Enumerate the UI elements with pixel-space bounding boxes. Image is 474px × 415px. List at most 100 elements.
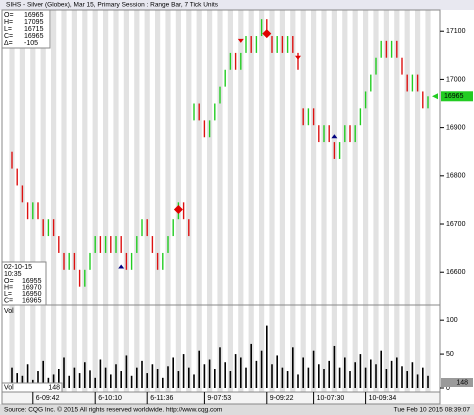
volume-bar: [84, 362, 86, 388]
stripe: [155, 10, 161, 305]
stripe: [404, 10, 410, 305]
info-value: 16950: [22, 291, 42, 298]
volume-bar: [234, 354, 237, 388]
stripe: [30, 305, 36, 392]
volume-bar: [73, 367, 76, 388]
stripe: [394, 10, 400, 305]
marker: [295, 55, 301, 60]
volume-bar: [427, 375, 429, 388]
info-value: 16965: [22, 297, 42, 304]
v-tick-label: 100: [446, 317, 458, 324]
volume-bar: [411, 362, 414, 388]
stripe: [71, 305, 77, 392]
volume-bar: [286, 371, 289, 388]
volume-bar: [78, 373, 81, 388]
stripe: [134, 10, 140, 305]
stripe: [207, 305, 213, 392]
volume-bar: [302, 357, 304, 388]
volume-bar: [245, 367, 247, 388]
last-price-box: [441, 91, 473, 102]
stripe: [9, 305, 15, 392]
volume-bar: [297, 374, 299, 388]
volume-bar: [182, 354, 185, 388]
stripe: [290, 10, 296, 305]
volume-bar: [37, 371, 39, 388]
stripe: [82, 305, 88, 392]
volume-bar: [255, 360, 258, 388]
volume-bar: [401, 366, 403, 388]
source: Source: CQG Inc. © 2015 All rights reser…: [4, 406, 222, 414]
volume-bar: [16, 373, 18, 388]
stripe: [238, 10, 244, 305]
volume-current: 148: [456, 379, 468, 386]
volume-bar: [63, 357, 65, 388]
volume-bar: [390, 360, 393, 388]
info-label: O=: [4, 12, 14, 19]
stripe: [123, 305, 129, 392]
stripe: [30, 10, 36, 305]
stripe: [342, 305, 348, 392]
volume-bar: [151, 364, 154, 388]
stripe: [383, 305, 389, 392]
stripe: [321, 305, 327, 392]
y-tick-label: 16900: [446, 124, 466, 131]
volume-bar: [380, 350, 382, 388]
stripe: [415, 305, 421, 392]
time-axis: [1, 391, 441, 405]
volume-bar: [177, 371, 180, 388]
volume-bar: [156, 369, 159, 388]
info-value: -105: [24, 40, 38, 47]
stripe: [238, 305, 244, 392]
stripe: [51, 10, 57, 305]
stripe: [342, 10, 348, 305]
volume-bar: [422, 367, 424, 388]
chart-title: SIHS - Silver (Globex), Mar 15, Primary …: [6, 2, 219, 9]
stripe: [300, 305, 306, 392]
stripe: [103, 10, 109, 305]
stripe: [321, 10, 327, 305]
volume-bar: [110, 374, 112, 388]
volume-current-box: [441, 378, 473, 387]
volume-bar: [328, 360, 330, 388]
volume-bar: [94, 377, 96, 388]
info-time: 10:35: [4, 271, 22, 278]
marker: [173, 205, 183, 215]
stripe: [92, 10, 98, 305]
volume-bar: [172, 357, 174, 388]
info-label: O=: [4, 278, 14, 285]
x-tick-label: 6-11:36: [150, 395, 173, 402]
volume-bar: [276, 355, 278, 388]
volume-bar: [193, 374, 195, 388]
stripe: [175, 305, 181, 392]
volume-bar: [68, 375, 70, 388]
volume-bar: [21, 375, 24, 388]
volume-bar: [240, 357, 242, 388]
stripe: [425, 10, 431, 305]
stripe: [259, 10, 265, 305]
x-tick-label: 10-07:30: [317, 395, 345, 402]
stripe: [123, 10, 129, 305]
info-label: H=: [4, 284, 13, 291]
volume-bar: [406, 371, 408, 388]
stripe: [196, 10, 202, 305]
stripe: [259, 305, 265, 392]
timestamp: Tue Feb 10 2015 08:39:07: [394, 407, 471, 414]
volume-bar: [281, 367, 284, 388]
stripe: [279, 305, 285, 392]
volume-bar: [338, 367, 341, 388]
stripe: [352, 305, 358, 392]
stripe: [363, 10, 369, 305]
stripe: [175, 10, 181, 305]
last-arrow: [432, 93, 438, 100]
stripe: [352, 10, 358, 305]
volume-bar: [167, 366, 169, 388]
y-tick-label: 16600: [446, 269, 466, 276]
volume-bar: [214, 369, 216, 388]
info-label: Δ=: [4, 40, 13, 47]
volume-bar: [11, 367, 13, 388]
stripe: [217, 10, 223, 305]
volume-box-value: 148: [48, 384, 60, 391]
stripe: [40, 305, 46, 392]
stripe: [269, 305, 275, 392]
stripe: [144, 305, 150, 392]
